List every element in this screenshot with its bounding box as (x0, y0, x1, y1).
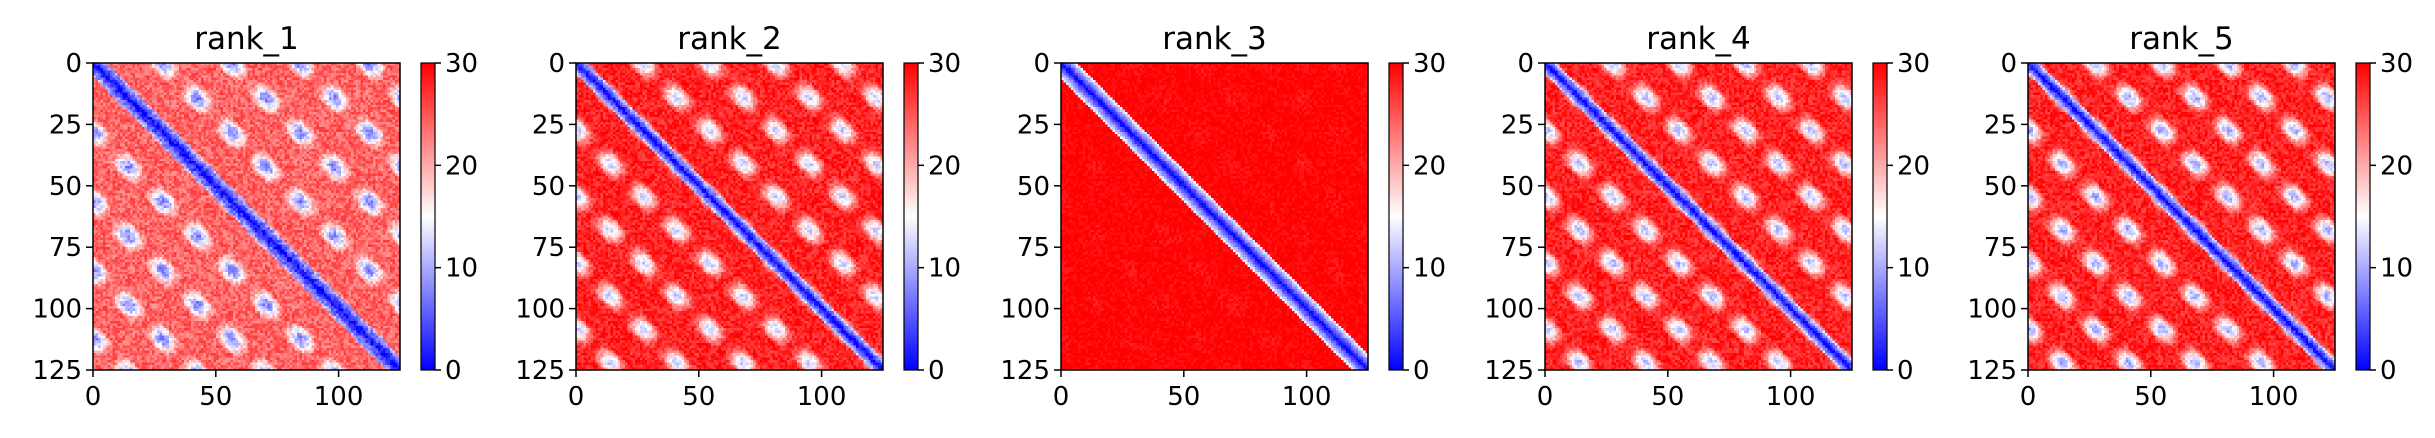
colorbar-tick-label: 0 (928, 356, 945, 386)
y-tick-label: 0 (65, 49, 82, 79)
colorbar-tick-label: 30 (445, 49, 478, 79)
x-tick-label: 100 (1282, 382, 1332, 412)
chart-title: rank_2 (677, 21, 782, 57)
x-tick-label: 50 (682, 382, 715, 412)
y-tick-label: 125 (515, 356, 565, 386)
colorbar-tick-label: 0 (2380, 356, 2397, 386)
colorbar-tick-label: 10 (445, 254, 478, 284)
y-tick-label: 0 (1033, 49, 1050, 79)
colorbar-tick-label: 20 (2380, 151, 2413, 181)
colorbar-tick-label: 30 (2380, 49, 2413, 79)
y-tick-label: 50 (1017, 172, 1050, 202)
y-tick-label: 100 (32, 295, 82, 325)
colorbar-tick-label: 0 (445, 356, 462, 386)
y-tick-label: 75 (532, 233, 565, 263)
y-tick-label: 100 (1484, 295, 1534, 325)
y-tick-label: 25 (49, 110, 82, 140)
y-tick-label: 75 (49, 233, 82, 263)
colorbar-tick-label: 20 (445, 151, 478, 181)
axes-frame (575, 62, 884, 371)
y-tick-label: 125 (1484, 356, 1534, 386)
axes-frame (1060, 62, 1369, 371)
x-tick-label: 0 (568, 382, 585, 412)
y-tick-label: 75 (1017, 233, 1050, 263)
y-tick-label: 0 (2000, 49, 2017, 79)
y-tick-label: 50 (1501, 172, 1534, 202)
y-tick-label: 125 (32, 356, 82, 386)
colorbar-tick-label: 30 (928, 49, 961, 79)
colorbar-tick-label: 30 (1413, 49, 1446, 79)
x-tick-label: 50 (1167, 382, 1200, 412)
axes-frame (2027, 62, 2336, 371)
x-tick-label: 50 (2134, 382, 2167, 412)
colorbar-tick-label: 30 (1897, 49, 1930, 79)
x-tick-label: 0 (1537, 382, 1554, 412)
x-tick-label: 50 (1651, 382, 1684, 412)
chart-title: rank_4 (1646, 21, 1751, 57)
heatmap-cells-3 (1061, 63, 1368, 370)
x-tick-label: 0 (85, 382, 102, 412)
chart-title: rank_1 (194, 21, 299, 57)
y-tick-label: 0 (548, 49, 565, 79)
colorbar (420, 62, 436, 371)
y-tick-label: 25 (1984, 110, 2017, 140)
axes-frame (1544, 62, 1853, 371)
chart-title: rank_3 (1162, 21, 1267, 57)
x-tick-label: 100 (2249, 382, 2299, 412)
x-tick-label: 100 (797, 382, 847, 412)
colorbar-tick-label: 10 (2380, 254, 2413, 284)
colorbar-tick-label: 10 (1897, 254, 1930, 284)
chart-title: rank_5 (2129, 21, 2234, 57)
colorbar-tick-label: 0 (1413, 356, 1430, 386)
heatmap-cells-4 (1545, 63, 1852, 370)
colorbar-tick-label: 10 (928, 254, 961, 284)
colorbar (1388, 62, 1404, 371)
colorbar-tick-label: 20 (1413, 151, 1446, 181)
x-tick-label: 50 (199, 382, 232, 412)
colorbar (1872, 62, 1888, 371)
heatmap-cells-1 (93, 63, 400, 370)
y-tick-label: 50 (532, 172, 565, 202)
y-tick-label: 50 (49, 172, 82, 202)
y-tick-label: 75 (1984, 233, 2017, 263)
y-tick-label: 100 (1967, 295, 2017, 325)
x-tick-label: 100 (314, 382, 364, 412)
y-tick-label: 0 (1517, 49, 1534, 79)
y-tick-label: 25 (532, 110, 565, 140)
heatmap-cells-2 (576, 63, 883, 370)
colorbar (2355, 62, 2371, 371)
x-tick-label: 0 (1053, 382, 1070, 412)
colorbar-tick-label: 20 (1897, 151, 1930, 181)
y-tick-label: 125 (1967, 356, 2017, 386)
colorbar (903, 62, 919, 371)
y-tick-label: 125 (1000, 356, 1050, 386)
y-tick-label: 25 (1501, 110, 1534, 140)
x-tick-label: 100 (1766, 382, 1816, 412)
x-tick-label: 0 (2020, 382, 2037, 412)
colorbar-tick-label: 20 (928, 151, 961, 181)
heatmap-cells-5 (2028, 63, 2335, 370)
y-tick-label: 100 (1000, 295, 1050, 325)
colorbar-tick-label: 0 (1897, 356, 1914, 386)
axes-frame (92, 62, 401, 371)
colorbar-tick-label: 10 (1413, 254, 1446, 284)
y-tick-label: 50 (1984, 172, 2017, 202)
y-tick-label: 75 (1501, 233, 1534, 263)
y-tick-label: 100 (515, 295, 565, 325)
y-tick-label: 25 (1017, 110, 1050, 140)
